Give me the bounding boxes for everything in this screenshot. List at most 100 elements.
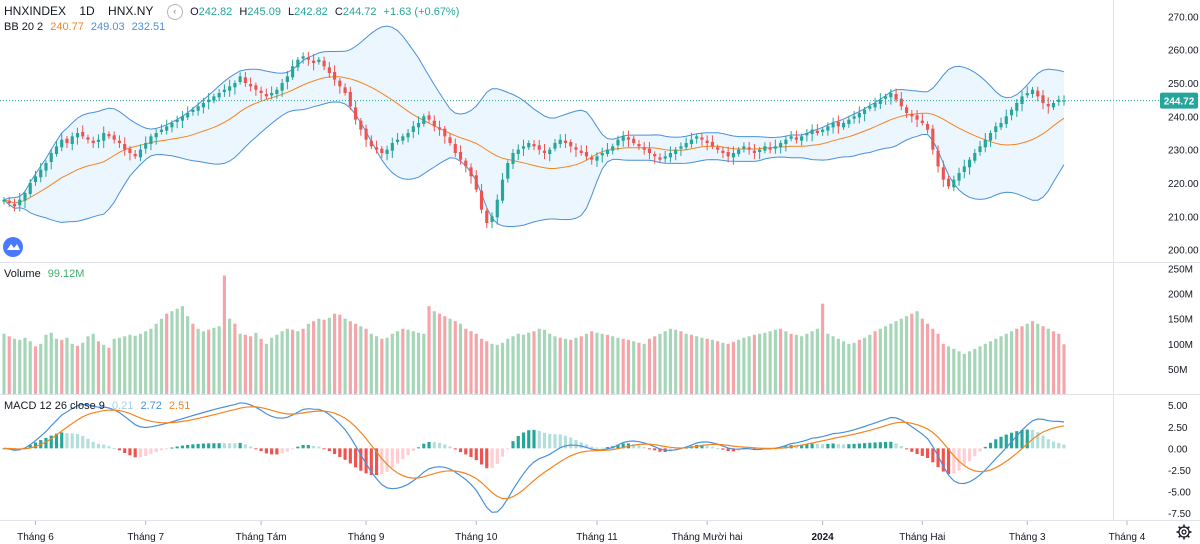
volume-bar[interactable] [590, 331, 594, 394]
candle[interactable] [794, 130, 798, 144]
volume-bar[interactable] [49, 332, 53, 394]
macd-hist-bar[interactable] [474, 448, 478, 461]
candle[interactable] [212, 93, 216, 104]
volume-bar[interactable] [123, 336, 127, 394]
volume-bar[interactable] [453, 321, 457, 394]
volume-bar[interactable] [327, 317, 331, 394]
candle[interactable] [642, 142, 646, 155]
candle[interactable] [86, 134, 90, 144]
candle[interactable] [658, 153, 662, 163]
macd-hist-bar[interactable] [385, 448, 389, 472]
macd-hist-bar[interactable] [264, 448, 268, 454]
macd-hist-bar[interactable] [600, 447, 604, 449]
volume-bar[interactable] [427, 306, 431, 394]
candle[interactable] [679, 142, 683, 156]
macd-hist-bar[interactable] [306, 444, 310, 449]
macd-hist-bar[interactable] [186, 444, 190, 449]
macd-hist-bar[interactable] [375, 448, 379, 476]
macd-hist-bar[interactable] [563, 435, 568, 449]
candle[interactable] [821, 127, 825, 136]
candle[interactable] [831, 117, 835, 134]
macd-hist-bar[interactable] [642, 447, 646, 449]
volume-bar[interactable] [726, 343, 730, 394]
macd-hist-bar[interactable] [296, 446, 300, 449]
macd-hist-bar[interactable] [821, 444, 825, 449]
macd-hist-bar[interactable] [259, 448, 263, 452]
candle[interactable] [600, 147, 604, 163]
candle[interactable] [249, 77, 253, 92]
macd-hist-bar[interactable] [506, 448, 510, 450]
candle[interactable] [506, 160, 510, 183]
candle[interactable] [354, 100, 358, 125]
volume-bar[interactable] [485, 341, 489, 394]
candle[interactable] [695, 133, 699, 144]
candle[interactable] [133, 150, 137, 159]
candle[interactable] [448, 133, 452, 146]
candle[interactable] [238, 72, 242, 85]
volume-bar[interactable] [978, 346, 982, 394]
macd-hist-bar[interactable] [207, 443, 211, 449]
candle[interactable] [306, 52, 310, 66]
macd-hist-bar[interactable] [275, 448, 279, 455]
volume-bar[interactable] [952, 348, 956, 394]
macd-hist-bar[interactable] [154, 448, 158, 452]
volume-bar[interactable] [737, 339, 741, 394]
volume-bar[interactable] [474, 333, 478, 394]
legend-collapse-icon[interactable]: ‹ [166, 4, 183, 20]
candle[interactable] [962, 159, 966, 179]
settings-gear-icon[interactable] [1176, 524, 1192, 540]
macd-hist-bar[interactable] [936, 448, 940, 468]
candle[interactable] [873, 97, 877, 112]
volume-bar[interactable] [905, 316, 909, 394]
candle[interactable] [779, 140, 783, 154]
macd-hist-bar[interactable] [406, 448, 410, 456]
macd-hist-bar[interactable] [605, 447, 610, 449]
volume-bar[interactable] [537, 328, 541, 394]
macd-hist-bar[interactable] [70, 433, 74, 449]
macd-hist-bar[interactable] [868, 442, 872, 449]
macd-hist-bar[interactable] [180, 445, 184, 449]
macd-hist-bar[interactable] [212, 443, 216, 449]
candle[interactable] [1051, 100, 1056, 110]
candle[interactable] [758, 147, 762, 160]
candle[interactable] [668, 146, 673, 163]
bb-lower-line[interactable] [3, 101, 1065, 227]
candle[interactable] [621, 131, 625, 147]
candle[interactable] [584, 145, 589, 161]
candle[interactable] [28, 179, 32, 197]
macd-hist-bar[interactable] [364, 448, 368, 474]
candle[interactable] [511, 149, 515, 169]
volume-bar[interactable] [70, 343, 74, 394]
candle[interactable] [217, 89, 221, 102]
candle[interactable] [375, 140, 379, 154]
macd-hist-bar[interactable] [621, 443, 625, 449]
macd-hist-bar[interactable] [946, 448, 951, 475]
macd-hist-bar[interactable] [973, 448, 977, 457]
candle[interactable] [222, 84, 226, 97]
volume-bar[interactable] [789, 333, 793, 394]
candle[interactable] [81, 125, 85, 139]
candle[interactable] [385, 145, 389, 161]
volume-bar[interactable] [333, 313, 337, 394]
volume-bar[interactable] [322, 319, 326, 394]
macd-hist-bar[interactable] [380, 448, 384, 475]
volume-bar[interactable] [915, 311, 919, 394]
macd-hist-bar[interactable] [1057, 443, 1061, 449]
candle[interactable] [312, 54, 316, 71]
candle[interactable] [228, 79, 232, 97]
volume-bar[interactable] [826, 333, 830, 394]
volume-bar[interactable] [779, 328, 783, 394]
macd-hist-bar[interactable] [731, 448, 735, 452]
volume-bar[interactable] [390, 333, 394, 394]
macd-hist-bar[interactable] [416, 447, 421, 449]
macd-hist-bar[interactable] [994, 439, 998, 449]
macd-hist-bar[interactable] [102, 444, 106, 449]
candle[interactable] [432, 115, 436, 132]
candle[interactable] [91, 136, 95, 148]
candle[interactable] [516, 144, 520, 161]
macd-hist-bar[interactable] [217, 443, 221, 449]
volume-bar[interactable] [117, 337, 122, 394]
macd-hist-bar[interactable] [448, 446, 452, 449]
volume-bar[interactable] [931, 328, 935, 394]
symbol-name[interactable]: HNXINDEX [4, 4, 67, 19]
